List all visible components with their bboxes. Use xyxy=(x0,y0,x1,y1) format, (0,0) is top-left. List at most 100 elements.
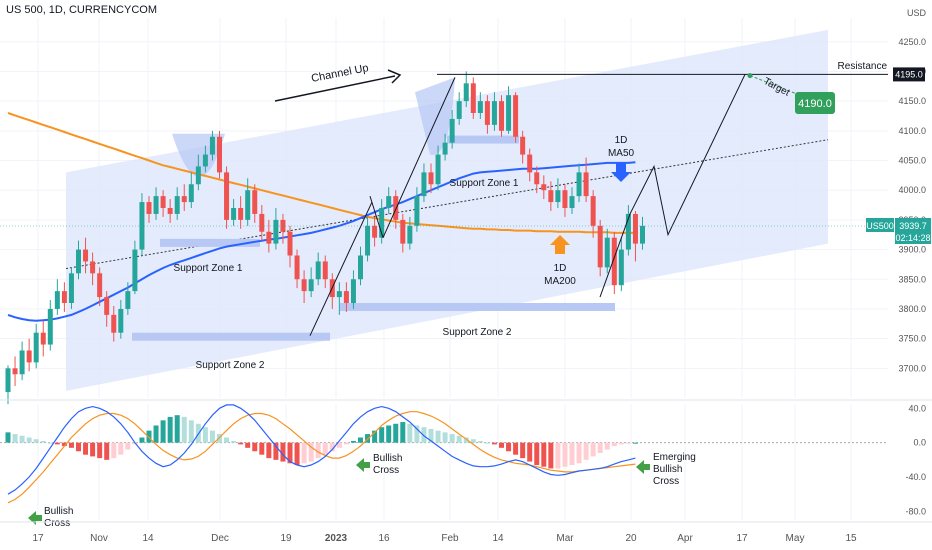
candle-body xyxy=(400,219,406,244)
candle-body xyxy=(266,231,272,244)
macd-histogram-bar xyxy=(456,435,462,443)
macd-histogram-bar xyxy=(576,442,582,464)
macd-histogram-bar xyxy=(160,420,166,443)
channel-arrow-head xyxy=(387,69,402,84)
support-zone-1a-label: Support Zone 1 xyxy=(174,263,243,274)
candle-body xyxy=(301,279,307,292)
price-tick: 3800.0 xyxy=(898,304,926,314)
candle-body xyxy=(442,142,448,155)
candle-body xyxy=(358,255,363,280)
macd-tick: 40.0 xyxy=(908,403,926,413)
support-zone-2b xyxy=(340,303,615,311)
macd-histogram-bar xyxy=(181,416,187,443)
macd-histogram-bar xyxy=(167,416,173,443)
macd-histogram-bar xyxy=(54,442,60,445)
candle-body xyxy=(83,249,89,262)
countdown-text: 02:14:28 xyxy=(895,233,930,243)
macd-histogram-bar xyxy=(386,425,392,443)
macd-histogram-bar xyxy=(365,434,371,443)
bullish-cross-3-l2: Bullish xyxy=(653,464,682,475)
candle-body xyxy=(428,172,434,185)
macd-histogram-bar xyxy=(12,434,18,443)
time-tick: 15 xyxy=(845,533,857,544)
macd-histogram-bar xyxy=(153,425,159,443)
macd-histogram-bar xyxy=(202,427,208,443)
price-tick: 4000.0 xyxy=(898,185,926,195)
candle-body xyxy=(5,368,11,393)
macd-histogram-bar xyxy=(224,437,230,443)
ma50-label-2: MA50 xyxy=(608,148,635,159)
candle-body xyxy=(534,172,540,185)
last-price-tag xyxy=(895,217,931,244)
time-tick: 16 xyxy=(378,533,390,544)
price-tick: 4150.0 xyxy=(898,96,926,106)
time-tick: Dec xyxy=(211,533,229,544)
ma50-arrow xyxy=(611,163,631,182)
candle-body xyxy=(477,101,483,113)
candle-body xyxy=(604,237,610,268)
candle-body xyxy=(224,172,230,220)
time-tick: 17 xyxy=(736,533,748,544)
macd-histogram-bar xyxy=(343,442,349,445)
candle-body xyxy=(245,190,251,220)
time-tick: Feb xyxy=(441,533,459,544)
candle-body xyxy=(350,279,356,303)
macd-histogram-bar xyxy=(231,440,237,443)
macd-histogram-bar xyxy=(252,442,258,452)
chart-title: US 500, 1D, CURRENCYCOM xyxy=(6,4,157,16)
macd-histogram-bar xyxy=(625,442,631,444)
macd-histogram-bar xyxy=(358,437,363,443)
macd-histogram-bar xyxy=(308,442,314,462)
trendline-3 xyxy=(382,77,456,238)
candle-body xyxy=(379,208,385,238)
macd-histogram-bar xyxy=(97,442,103,459)
candle-body xyxy=(111,314,117,333)
bullish-cross-1-l2: Cross xyxy=(44,518,70,529)
macd-tick: 0.0 xyxy=(913,438,926,448)
macd-histogram-bar xyxy=(273,442,279,460)
macd-histogram-bar xyxy=(548,442,554,469)
channel-midline xyxy=(65,139,829,270)
macd-histogram-bar xyxy=(569,442,575,466)
candle-body xyxy=(76,249,81,274)
macd-histogram-bar xyxy=(174,415,180,443)
candle-body xyxy=(217,136,222,173)
macd-histogram-bar xyxy=(449,434,455,443)
macd-histogram-bar xyxy=(336,442,342,448)
support-zone-2a-label: Support Zone 2 xyxy=(196,360,265,371)
macd-histogram-bar xyxy=(188,420,194,443)
candle-body xyxy=(393,196,399,220)
candle-body xyxy=(421,172,427,197)
macd-histogram-bar xyxy=(590,442,596,457)
candle-body xyxy=(308,279,314,292)
price-tick: 4100.0 xyxy=(898,126,926,136)
candle-body xyxy=(153,196,159,214)
candle-body xyxy=(562,190,568,208)
macd-histogram-bar xyxy=(90,442,96,457)
candle-body xyxy=(463,83,469,102)
candle-body xyxy=(576,172,582,197)
bullish-cross-arrow-2 xyxy=(356,458,370,472)
resistance-label: Resistance xyxy=(838,61,888,72)
candle-body xyxy=(19,350,25,375)
ma200-label-1: 1D xyxy=(554,263,567,274)
macd-histogram-bar xyxy=(68,442,74,448)
candle-body xyxy=(294,255,300,280)
macd-histogram-bar xyxy=(435,430,441,443)
candle-body xyxy=(625,213,631,250)
macd-histogram-bar xyxy=(139,437,145,443)
macd-histogram-bar xyxy=(259,442,265,455)
support-zone-1b-label: Support Zone 1 xyxy=(450,178,519,189)
candle-body xyxy=(273,219,279,244)
macd-histogram-bar xyxy=(266,442,272,459)
macd-histogram-bar xyxy=(329,442,335,452)
macd-histogram-bar xyxy=(379,427,385,443)
candle-body xyxy=(54,291,60,309)
time-tick: 19 xyxy=(280,533,292,544)
candle-body xyxy=(569,196,575,208)
target-line xyxy=(749,75,801,96)
candle-body xyxy=(520,136,526,155)
candle-body xyxy=(132,249,138,292)
